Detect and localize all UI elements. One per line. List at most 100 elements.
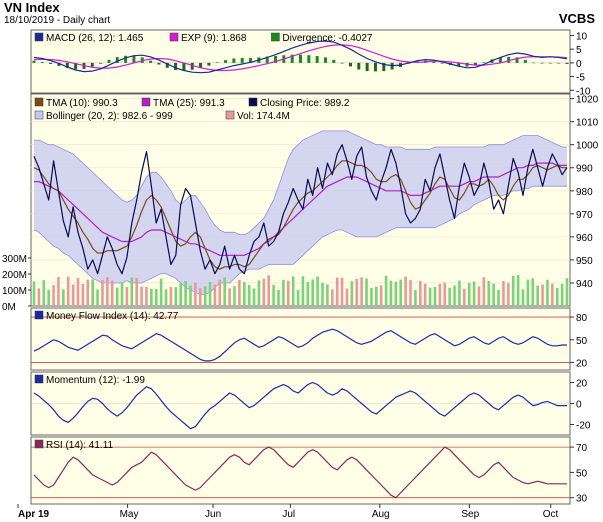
mfi-legend-label: Money Flow Index (14): 42.77 bbox=[46, 311, 179, 322]
volume-bar bbox=[330, 289, 334, 306]
price-legend-label: Vol: 174.4M bbox=[237, 111, 290, 122]
divergence-bar bbox=[532, 62, 536, 64]
volume-bar bbox=[47, 289, 50, 306]
volume-bar bbox=[277, 289, 280, 306]
divergence-bar bbox=[373, 62, 377, 72]
macd-y-tick-label: -5 bbox=[576, 73, 585, 84]
legend-swatch bbox=[141, 97, 151, 107]
volume-tick-label: 100M bbox=[2, 286, 27, 297]
divergence-bar bbox=[548, 62, 552, 64]
legend-swatch bbox=[34, 110, 44, 120]
divergence-bar bbox=[232, 58, 236, 63]
divergence-bar bbox=[224, 60, 228, 63]
tma25-line bbox=[34, 162, 567, 256]
chart-subtitle: 18/10/2019 - Daily chart bbox=[4, 15, 111, 26]
divergence-bar bbox=[199, 62, 203, 68]
mfi-y-tick-label: 50 bbox=[576, 336, 588, 347]
volume-bar bbox=[433, 286, 437, 306]
volume-bar bbox=[321, 282, 324, 306]
volume-bar bbox=[247, 284, 251, 306]
volume-bar bbox=[541, 284, 544, 306]
divergence-bar bbox=[457, 62, 461, 67]
volume-bar bbox=[32, 281, 36, 306]
volume-bar bbox=[213, 284, 217, 306]
divergence-bar bbox=[523, 59, 527, 63]
volume-bar bbox=[360, 277, 363, 306]
legend-swatch bbox=[248, 97, 258, 107]
legend-swatch bbox=[34, 97, 44, 107]
mfi-y-tick-label: 20 bbox=[576, 358, 588, 369]
price-legend-label: Bollinger (20, 2): 982.6 - 999 bbox=[46, 111, 173, 122]
volume-bar bbox=[233, 286, 236, 306]
volume-bar bbox=[487, 281, 491, 306]
volume-bar bbox=[453, 285, 456, 306]
exp-line bbox=[33, 44, 568, 72]
volume-bar bbox=[218, 279, 222, 306]
divergence-bar bbox=[440, 62, 444, 64]
macd-legend-label: EXP (9): 1.868 bbox=[181, 33, 247, 44]
divergence-bar bbox=[49, 62, 53, 64]
divergence-bar bbox=[507, 56, 511, 63]
divergence-bar bbox=[299, 54, 302, 63]
volume-bar bbox=[159, 278, 163, 306]
volume-bar bbox=[335, 277, 339, 306]
legend-swatch bbox=[169, 32, 179, 42]
volume-bar bbox=[42, 280, 46, 306]
divergence-bar bbox=[74, 62, 78, 70]
volume-bar bbox=[120, 282, 124, 306]
volume-bar bbox=[394, 281, 398, 306]
volume-bar bbox=[516, 275, 520, 306]
x-tick-label: Aug bbox=[372, 509, 390, 520]
volume-bar bbox=[150, 288, 153, 306]
x-tick-label: Sep bbox=[461, 509, 479, 520]
volume-bar bbox=[101, 279, 104, 306]
volume-bar bbox=[242, 281, 246, 306]
brand-logo-text: VCBS bbox=[558, 11, 595, 26]
macd-y-tick-label: -10 bbox=[576, 86, 591, 97]
volume-bar bbox=[52, 285, 55, 306]
volume-bar bbox=[110, 280, 114, 306]
macd-legend-label: Divergence: -0.4027 bbox=[282, 33, 372, 44]
divergence-bar bbox=[190, 62, 194, 70]
macd-line bbox=[33, 40, 568, 74]
volume-bar bbox=[482, 277, 486, 306]
volume-bar bbox=[511, 275, 515, 306]
volume-bar bbox=[135, 277, 138, 306]
divergence-bar bbox=[182, 62, 186, 71]
rsi-y-tick-label: 50 bbox=[576, 468, 588, 479]
volume-bar bbox=[419, 280, 422, 306]
volume-bar bbox=[115, 287, 119, 306]
divergence-bar bbox=[32, 60, 36, 63]
volume-bar bbox=[463, 288, 466, 306]
volume-bar bbox=[140, 286, 143, 306]
volume-bar bbox=[531, 278, 535, 306]
divergence-bar bbox=[240, 57, 244, 63]
mfi-panel-frame bbox=[30, 307, 571, 371]
divergence-bar bbox=[498, 57, 502, 63]
volume-bar bbox=[301, 276, 305, 306]
volume-tick-label: 200M bbox=[2, 270, 27, 281]
macd-y-tick-label: 5 bbox=[576, 45, 582, 56]
volume-bar bbox=[194, 282, 197, 306]
volume-bar bbox=[296, 290, 300, 306]
volume-bar bbox=[428, 287, 432, 306]
divergence-bar bbox=[107, 59, 111, 63]
volume-bar bbox=[443, 282, 447, 306]
volume-bar bbox=[477, 286, 481, 306]
legend-swatch bbox=[225, 110, 235, 120]
divergence-bar bbox=[90, 62, 94, 67]
legend-swatch bbox=[34, 374, 44, 384]
volume-bar bbox=[326, 284, 329, 306]
momentum-y-tick-label: 20 bbox=[576, 379, 588, 390]
x-tick-label: May bbox=[120, 509, 139, 520]
divergence-bar bbox=[515, 57, 519, 63]
price-legend-label: Closing Price: 989.2 bbox=[260, 98, 350, 109]
tma10-line bbox=[33, 160, 567, 270]
volume-bar bbox=[555, 287, 559, 306]
volume-bar bbox=[62, 289, 65, 306]
price-y-tick-label: 950 bbox=[576, 256, 593, 267]
volume-bar bbox=[267, 275, 271, 306]
price-y-tick-label: 1010 bbox=[576, 118, 599, 129]
volume-bar bbox=[174, 287, 178, 306]
